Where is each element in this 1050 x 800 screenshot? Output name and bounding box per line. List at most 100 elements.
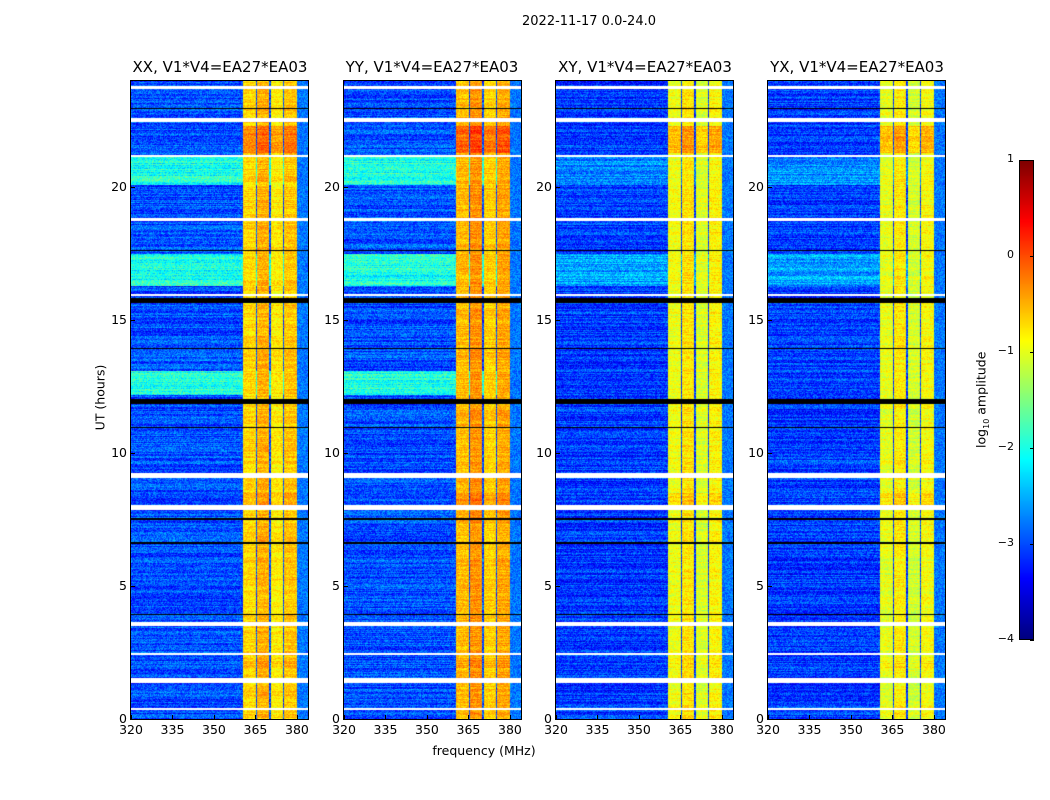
panel-title-xx: XX, V1*V4=EA27*EA03 xyxy=(132,58,308,76)
heatmap-yy xyxy=(344,81,521,719)
x-tick-label: 320 xyxy=(332,722,356,737)
panel-title-yx: YX, V1*V4=EA27*EA03 xyxy=(770,58,944,76)
colorbar-tick-mark xyxy=(1030,160,1034,161)
y-tick-label: 10 xyxy=(536,445,552,461)
x-tick-mark xyxy=(768,715,769,719)
colorbar xyxy=(1019,160,1034,640)
y-tick-mark xyxy=(344,719,348,720)
y-tick-label: 10 xyxy=(111,445,127,461)
y-tick-mark xyxy=(556,719,560,720)
colorbar-tick-mark xyxy=(1030,640,1034,641)
y-tick-mark xyxy=(768,453,772,455)
colorbar-label-sub: 10 xyxy=(981,418,991,429)
x-tick-mark xyxy=(213,715,215,719)
y-tick-label: 15 xyxy=(748,312,764,328)
y-tick-mark xyxy=(131,453,135,455)
y-tick-mark xyxy=(768,320,772,322)
x-tick-mark xyxy=(344,715,345,719)
y-tick-mark xyxy=(556,453,560,455)
x-tick-mark xyxy=(131,715,132,719)
y-tick-label: 10 xyxy=(748,445,764,461)
x-tick-mark xyxy=(426,715,428,719)
x-tick-label: 365 xyxy=(243,722,268,737)
y-tick-mark xyxy=(131,187,135,189)
y-tick-mark xyxy=(344,320,348,322)
y-tick-label: 0 xyxy=(756,711,764,726)
x-tick-label: 350 xyxy=(627,722,651,737)
x-tick-mark xyxy=(556,715,557,719)
y-tick-mark xyxy=(556,586,560,588)
x-tick-label: 350 xyxy=(202,722,226,737)
y-tick-mark xyxy=(344,453,348,455)
y-tick-label: 15 xyxy=(111,312,127,328)
x-tick-mark xyxy=(892,715,894,719)
y-tick-mark xyxy=(556,187,560,189)
colorbar-tick-mark xyxy=(1030,544,1034,545)
y-tick-label: 20 xyxy=(748,179,764,195)
y-tick-mark xyxy=(556,320,560,322)
y-tick-label: 10 xyxy=(324,445,340,461)
x-tick-label: 335 xyxy=(585,722,610,737)
colorbar-tick-label: −3 xyxy=(997,536,1014,549)
x-tick-label: 320 xyxy=(544,722,568,737)
x-tick-label: 380 xyxy=(710,722,734,737)
y-tick-label: 5 xyxy=(756,578,764,594)
x-tick-mark xyxy=(509,715,511,719)
x-tick-label: 365 xyxy=(880,722,905,737)
y-tick-label: 5 xyxy=(119,578,127,594)
y-tick-label: 0 xyxy=(119,711,127,726)
y-tick-mark xyxy=(131,719,135,720)
x-tick-label: 320 xyxy=(756,722,780,737)
x-tick-mark xyxy=(721,715,723,719)
x-tick-label: 365 xyxy=(668,722,693,737)
x-axis-label: frequency (MHz) xyxy=(432,743,536,758)
heatmap-xx xyxy=(131,81,308,719)
x-tick-mark xyxy=(680,715,682,719)
y-tick-mark xyxy=(768,719,772,720)
colorbar-tick-label: −4 xyxy=(997,632,1014,645)
heatmap-panel-xy xyxy=(555,80,734,720)
heatmap-panel-xx xyxy=(130,80,309,720)
x-tick-mark xyxy=(850,715,852,719)
x-tick-label: 380 xyxy=(285,722,309,737)
panel-title-yy: YY, V1*V4=EA27*EA03 xyxy=(345,58,519,76)
colorbar-tick-label: −1 xyxy=(997,344,1014,357)
x-tick-label: 320 xyxy=(119,722,143,737)
x-tick-mark xyxy=(468,715,470,719)
colorbar-tick-mark xyxy=(1030,256,1034,257)
y-tick-label: 20 xyxy=(536,179,552,195)
y-tick-label: 20 xyxy=(111,179,127,195)
y-tick-label: 5 xyxy=(544,578,552,594)
y-tick-mark xyxy=(344,187,348,189)
heatmap-yx xyxy=(768,81,945,719)
y-tick-mark xyxy=(344,586,348,588)
y-tick-label: 5 xyxy=(332,578,340,594)
y-tick-mark xyxy=(768,586,772,588)
x-tick-label: 350 xyxy=(839,722,863,737)
y-tick-mark xyxy=(131,320,135,322)
colorbar-label-rest: amplitude xyxy=(973,351,989,419)
x-tick-label: 335 xyxy=(373,722,398,737)
y-tick-label: 20 xyxy=(324,179,340,195)
colorbar-tick-mark xyxy=(1030,352,1034,353)
figure-title: 2022-11-17 0.0-24.0 xyxy=(522,14,656,29)
y-tick-label: 15 xyxy=(324,312,340,328)
y-tick-mark xyxy=(768,187,772,189)
x-tick-label: 335 xyxy=(797,722,822,737)
colorbar-tick-mark xyxy=(1030,448,1034,449)
x-tick-mark xyxy=(933,715,935,719)
y-tick-label: 15 xyxy=(536,312,552,328)
heatmap-panel-yx xyxy=(767,80,946,720)
x-tick-mark xyxy=(172,715,174,719)
x-tick-label: 335 xyxy=(160,722,185,737)
heatmap-xy xyxy=(556,81,733,719)
colorbar-tick-label: 1 xyxy=(1007,152,1014,165)
x-tick-label: 380 xyxy=(498,722,522,737)
x-tick-mark xyxy=(385,715,387,719)
colorbar-tick-label: −2 xyxy=(997,440,1014,453)
x-tick-label: 380 xyxy=(922,722,946,737)
x-tick-mark xyxy=(296,715,298,719)
y-axis-label: UT (hours) xyxy=(92,364,108,431)
x-tick-mark xyxy=(809,715,811,719)
